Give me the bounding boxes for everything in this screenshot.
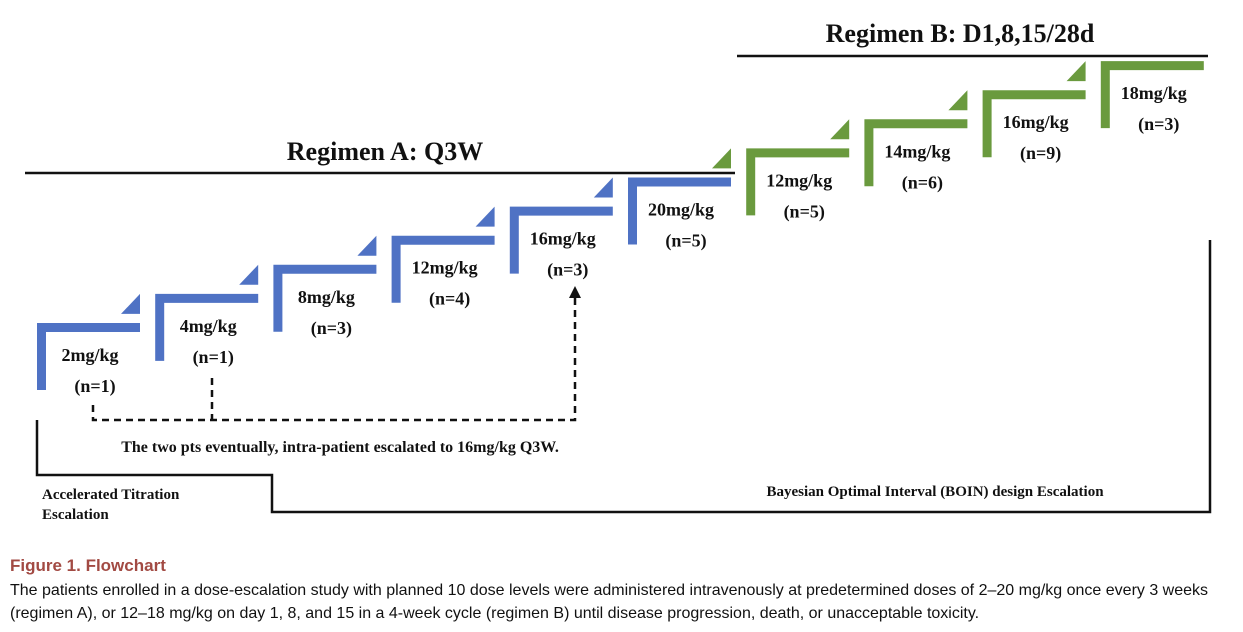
step — [628, 177, 731, 245]
caption-label: Figure 1. Flowchart — [10, 556, 166, 575]
dose-label: 12mg/kg — [766, 170, 832, 190]
step-arrow — [475, 206, 495, 227]
step — [982, 90, 1086, 158]
step-arrow — [239, 264, 259, 285]
dose-label: 20mg/kg — [648, 200, 714, 220]
phase-label: Escalation — [42, 507, 109, 523]
n-label: (n=1) — [74, 376, 115, 397]
step — [509, 206, 613, 274]
step — [37, 323, 140, 390]
n-label: (n=5) — [784, 201, 825, 222]
phase-label: Accelerated Titration — [42, 487, 180, 503]
step-arrow — [830, 119, 850, 140]
caption-text: The patients enrolled in a dose-escalati… — [10, 582, 1209, 622]
dose-label: 16mg/kg — [530, 229, 596, 249]
n-label: (n=9) — [1020, 143, 1061, 164]
step — [1100, 61, 1204, 129]
step-arrow — [593, 177, 613, 198]
step — [155, 293, 259, 361]
n-label: (n=5) — [665, 231, 706, 252]
step-arrow — [712, 148, 731, 169]
n-label: (n=3) — [1138, 114, 1179, 135]
step-arrow — [1066, 61, 1086, 82]
dose-label: 16mg/kg — [1003, 112, 1069, 132]
step — [391, 235, 495, 303]
n-label: (n=6) — [902, 172, 943, 193]
n-label: (n=1) — [193, 347, 234, 368]
diagram: Regimen A: Q3W Regimen B: D1,8,15/28d Th… — [25, 19, 1212, 523]
phase-label: Bayesian Optimal Interval (BOIN) design … — [766, 484, 1104, 500]
step — [864, 119, 968, 187]
step — [273, 264, 377, 332]
dose-label: 2mg/kg — [61, 345, 118, 365]
n-label: (n=3) — [547, 260, 588, 281]
n-label: (n=4) — [429, 289, 470, 310]
dose-label: 18mg/kg — [1121, 83, 1187, 103]
dose-label: 14mg/kg — [884, 141, 950, 161]
step-arrow — [948, 90, 968, 111]
step-arrow — [121, 293, 140, 314]
arrow-head — [569, 286, 581, 298]
dashed-path — [91, 296, 577, 422]
n-label: (n=3) — [311, 318, 352, 339]
step — [746, 148, 850, 216]
annotation: The two pts eventually, intra-patient es… — [121, 439, 559, 456]
dose-label: 12mg/kg — [412, 258, 478, 278]
regimen-b-title: Regimen B: D1,8,15/28d — [826, 19, 1095, 48]
phase-bracket — [35, 240, 1212, 514]
dose-label: 8mg/kg — [298, 287, 355, 307]
regimen-a-title: Regimen A: Q3W — [287, 137, 483, 166]
dose-label: 4mg/kg — [180, 316, 237, 336]
step-arrow — [357, 235, 377, 256]
